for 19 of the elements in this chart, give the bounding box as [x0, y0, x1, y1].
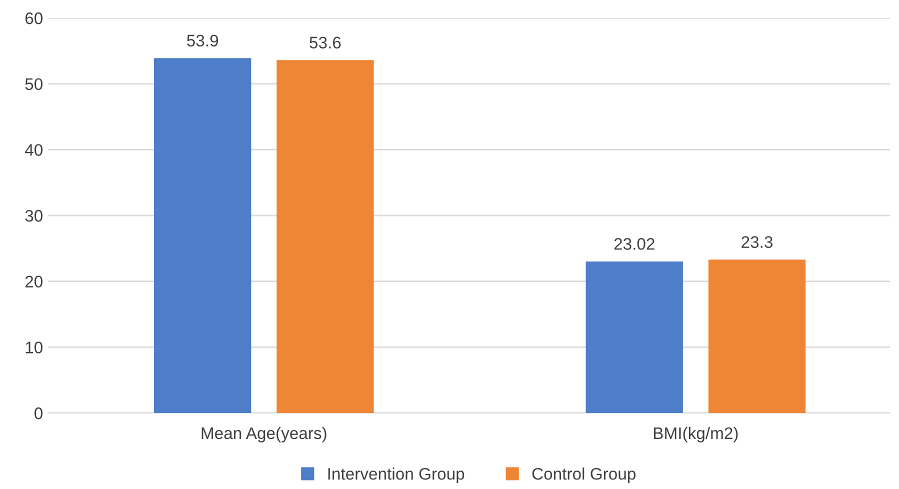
y-tick-label: 50	[25, 78, 42, 90]
y-tick-label: 20	[25, 276, 42, 288]
data-label: 53.9	[187, 34, 218, 47]
y-tick-label: 40	[24, 144, 42, 156]
bar	[586, 261, 683, 413]
data-label: 23.02	[614, 238, 654, 250]
data-label: 53.6	[310, 36, 341, 49]
data-label: 23.3	[742, 236, 772, 248]
legend-label: Intervention Group	[328, 468, 464, 484]
legend-label: Control Group	[532, 468, 636, 484]
x-tick-label: Mean Age(years)	[202, 426, 326, 442]
bar	[154, 58, 252, 413]
y-tick-label: 10	[26, 342, 42, 354]
bar	[708, 260, 806, 413]
y-tick-label: 30	[25, 210, 42, 222]
bar	[276, 60, 374, 413]
y-tick-label: 0	[34, 407, 42, 420]
x-tick-label: BMI(kg/m2)	[654, 426, 738, 442]
y-tick-label: 60	[25, 12, 42, 24]
